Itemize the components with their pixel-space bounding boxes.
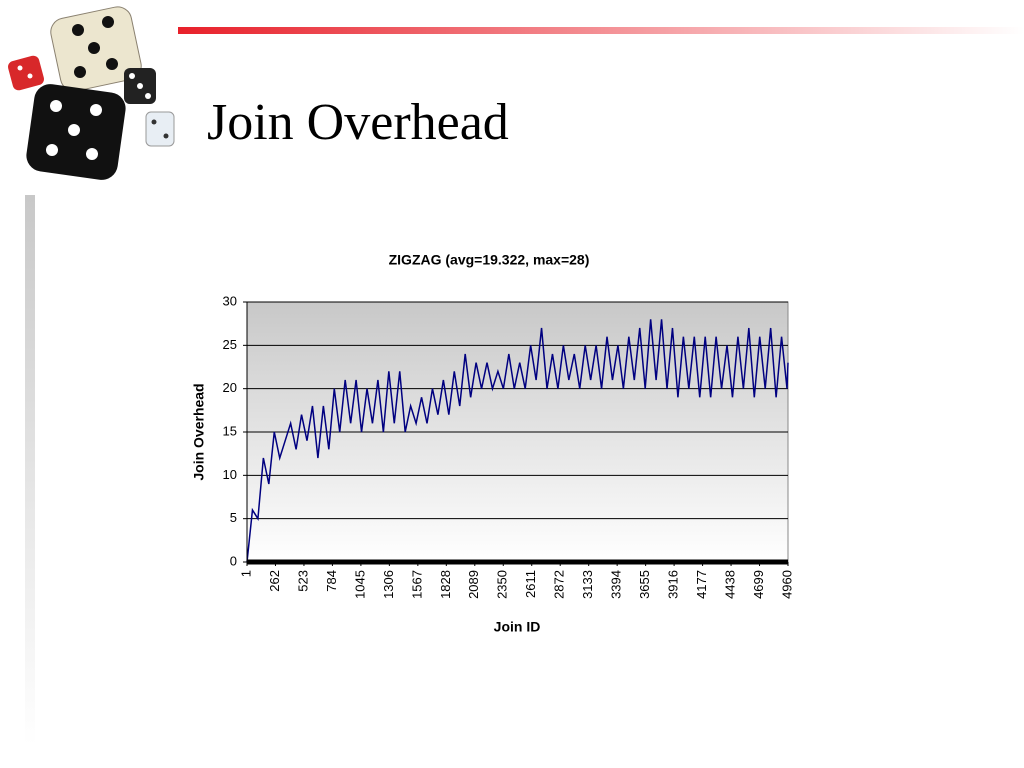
x-tick-label: 4438 bbox=[722, 570, 737, 599]
y-tick-label: 25 bbox=[223, 337, 237, 352]
y-axis-title: Join Overhead bbox=[191, 383, 207, 480]
chart-title: ZIGZAG (avg=19.322, max=28) bbox=[389, 252, 590, 268]
x-tick-label: 262 bbox=[267, 570, 282, 592]
x-tick-label: 1828 bbox=[438, 570, 453, 599]
x-axis-title: Join ID bbox=[494, 619, 541, 635]
x-tick-label: 3394 bbox=[609, 570, 624, 599]
x-tick-label: 3655 bbox=[637, 570, 652, 599]
y-tick-label: 5 bbox=[230, 510, 237, 525]
data-line bbox=[246, 319, 789, 563]
header-rule bbox=[178, 27, 1024, 34]
x-tick-label: 523 bbox=[295, 570, 310, 592]
y-tick-label: 20 bbox=[223, 380, 237, 395]
x-tick-label: 1567 bbox=[409, 570, 424, 599]
x-tick-label: 4177 bbox=[694, 570, 709, 599]
x-tick-label: 3916 bbox=[666, 570, 681, 599]
x-tick-label: 1045 bbox=[352, 570, 367, 599]
y-tick-label: 30 bbox=[223, 293, 237, 308]
x-tick-label: 2611 bbox=[523, 570, 538, 598]
x-tick-label: 3133 bbox=[580, 570, 595, 599]
x-tick-label: 1306 bbox=[381, 570, 396, 599]
y-tick-label: 0 bbox=[230, 553, 237, 568]
x-tick-label: 2872 bbox=[552, 570, 567, 599]
y-tick-label: 15 bbox=[223, 423, 237, 438]
x-tick-label: 4699 bbox=[751, 570, 766, 599]
chart: 0 5 10 15 20 25 30 1 262 523 784 1045 1306 1567 1828 20… bbox=[223, 293, 795, 598]
dice-logo bbox=[8, 6, 175, 180]
x-tick-label: 1 bbox=[238, 570, 253, 577]
side-bar bbox=[25, 195, 35, 745]
x-tick-label: 2089 bbox=[466, 570, 481, 599]
x-tick-label: 784 bbox=[324, 570, 339, 592]
x-tick-label: 4960 bbox=[779, 570, 794, 599]
x-tick-label: 2350 bbox=[495, 570, 510, 599]
y-tick-label: 10 bbox=[223, 467, 237, 482]
slide-title: Join Overhead bbox=[207, 94, 509, 151]
